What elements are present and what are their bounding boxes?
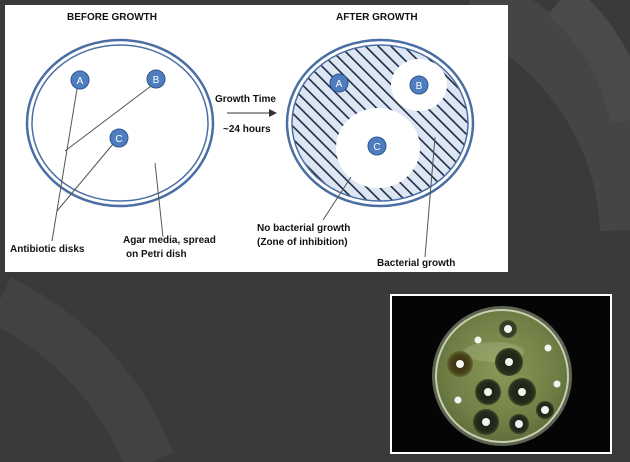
diagram-panel: BEFORE GROWTH AFTER GROWTH A B C Antibio… <box>5 5 508 272</box>
before-petri-dish <box>25 38 215 208</box>
growth-diagram: BEFORE GROWTH AFTER GROWTH A B C Antibio… <box>10 12 475 269</box>
duration-label: ~24 hours <box>223 124 271 135</box>
agar-plate-photo <box>392 296 610 452</box>
before-disk-a: A <box>70 70 90 90</box>
svg-text:A: A <box>77 76 84 87</box>
after-disk-c: C <box>367 136 387 156</box>
svg-text:A: A <box>336 79 343 90</box>
after-growth-title: AFTER GROWTH <box>336 12 418 23</box>
antibiotic-disks-label: Antibiotic disks <box>10 244 85 255</box>
antibiotic-disks-photo <box>454 325 561 428</box>
before-disk-c: C <box>109 128 129 148</box>
bacterial-growth-label: Bacterial growth <box>377 258 455 269</box>
svg-text:B: B <box>153 75 160 86</box>
agar-plate-photo-frame <box>390 294 612 454</box>
svg-text:C: C <box>373 142 380 153</box>
before-growth-title: BEFORE GROWTH <box>67 12 157 23</box>
before-disk-b: B <box>146 69 166 89</box>
svg-text:B: B <box>416 81 423 92</box>
agar-media-label-1: Agar media, spread <box>123 235 216 246</box>
growth-time-label: Growth Time <box>215 94 276 105</box>
after-disk-b: B <box>409 75 429 95</box>
before-leader-lines <box>51 85 164 242</box>
growth-arrow <box>227 109 277 117</box>
svg-text:C: C <box>115 134 122 145</box>
after-leader-lines <box>322 136 436 258</box>
after-disk-a: A <box>329 73 349 93</box>
no-growth-label-1: No bacterial growth <box>257 223 350 234</box>
agar-media-label-2: on Petri dish <box>126 249 187 260</box>
no-growth-label-2: (Zone of inhibition) <box>257 237 348 248</box>
